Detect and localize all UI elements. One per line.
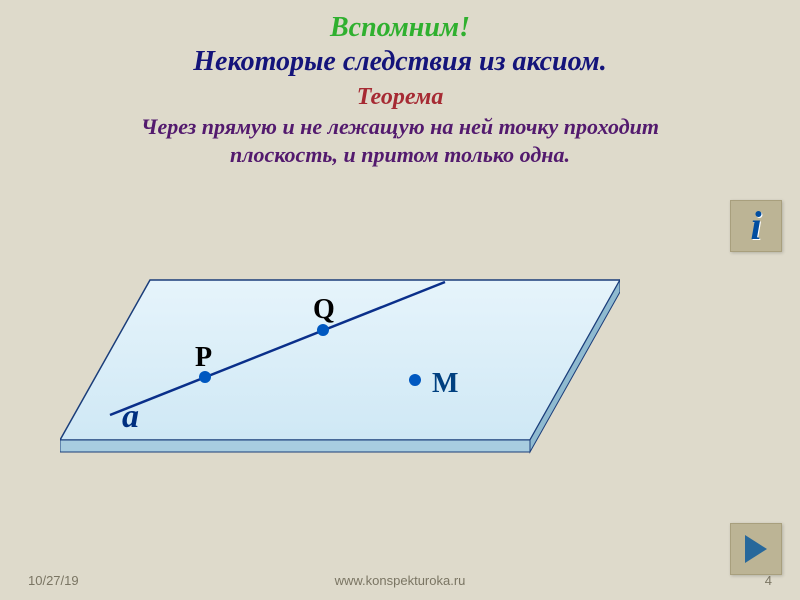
label-line-a: a bbox=[122, 398, 139, 436]
footer-url: www.konspekturoka.ru bbox=[0, 573, 800, 588]
heading-theorem-label: Теорема bbox=[0, 84, 800, 111]
plane-svg bbox=[60, 250, 620, 480]
plane-edge-front bbox=[60, 440, 530, 452]
geometry-diagram: Q P M a bbox=[60, 250, 620, 480]
theorem-text-line2: плоскость, и притом только одна. bbox=[0, 142, 800, 168]
label-M: M bbox=[432, 368, 458, 400]
slide: Вспомним! Некоторые следствия из аксиом.… bbox=[0, 0, 800, 600]
next-button[interactable] bbox=[730, 523, 782, 575]
label-Q: Q bbox=[313, 294, 335, 326]
label-P: P bbox=[195, 342, 212, 374]
info-icon: i bbox=[750, 206, 761, 246]
heading-corollary: Некоторые следствия из аксиом. bbox=[0, 46, 800, 78]
point-M bbox=[409, 374, 421, 386]
info-button[interactable]: i bbox=[730, 200, 782, 252]
heading-remember: Вспомним! bbox=[0, 12, 800, 44]
theorem-text-line1: Через прямую и не лежащую на ней точку п… bbox=[0, 114, 800, 140]
plane-face bbox=[60, 280, 620, 440]
footer-page: 4 bbox=[765, 573, 772, 588]
next-icon bbox=[745, 535, 767, 563]
